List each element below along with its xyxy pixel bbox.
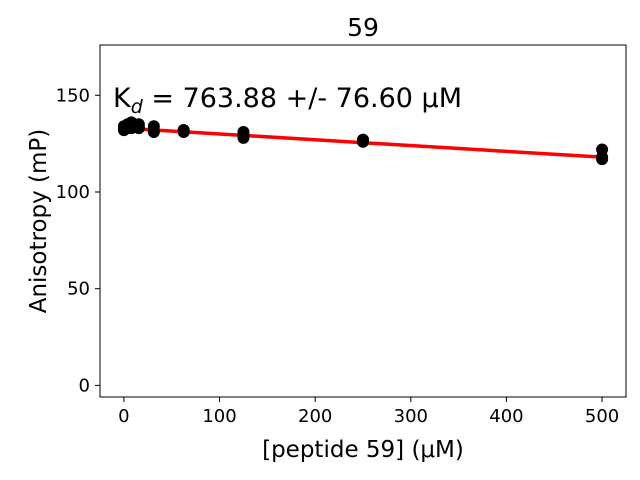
y-tick-label: 0 <box>79 375 90 396</box>
x-axis-label: [peptide 59] (μM) <box>262 437 464 463</box>
y-axis-label: Anisotropy (mP) <box>26 129 52 314</box>
x-tick-label: 200 <box>298 406 332 427</box>
axis-ticks: 0 100 200 300 400 500 0 50 100 150 <box>56 85 620 427</box>
y-tick-label: 50 <box>67 279 90 300</box>
y-tick-label: 150 <box>56 85 90 106</box>
chart-title: 59 <box>347 13 379 42</box>
kd-annotation: Kd = 763.88 +/- 76.60 μM <box>113 83 462 118</box>
data-point <box>596 153 609 166</box>
data-point <box>237 131 250 144</box>
data-point <box>132 120 145 133</box>
x-tick-label: 100 <box>202 406 236 427</box>
plot-frame <box>99 44 627 398</box>
data-point <box>177 124 190 137</box>
data-point <box>147 126 160 139</box>
x-tick-label: 0 <box>118 406 129 427</box>
y-tick-label: 100 <box>56 182 90 203</box>
x-tick-label: 400 <box>489 406 523 427</box>
x-tick-label: 300 <box>394 406 428 427</box>
plot-area <box>117 116 609 166</box>
x-tick-label: 500 <box>585 406 619 427</box>
data-point <box>357 133 369 146</box>
